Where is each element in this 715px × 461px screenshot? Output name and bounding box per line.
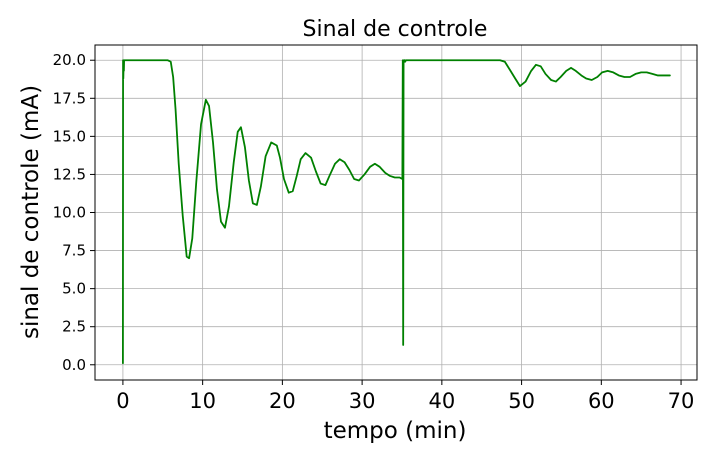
y-tick-label: 7.5 (62, 242, 86, 260)
y-tick-label: 12.5 (53, 165, 86, 183)
x-tick-label: 40 (428, 389, 455, 413)
x-tick-label: 10 (189, 389, 216, 413)
y-tick-label: 2.5 (62, 318, 86, 336)
series-layer (122, 59, 671, 365)
ticks: 0 10 20 30 40 50 60 70 0.0 2.5 5.0 7.5 10.0 12.5 15.0 1… (53, 51, 695, 413)
chart-title: Sinal de controle (303, 17, 488, 42)
y-tick-label: 15.0 (53, 127, 86, 145)
x-axis-label: tempo (min) (324, 418, 467, 444)
x-tick-label: 50 (508, 389, 535, 413)
series-line-0 (122, 59, 671, 365)
y-tick-label: 0.0 (62, 356, 86, 374)
x-tick-label: 20 (269, 389, 296, 413)
x-tick-label: 0 (116, 389, 129, 413)
y-tick-label: 5.0 (62, 280, 86, 298)
y-tick-label: 10.0 (53, 204, 86, 222)
x-tick-label: 60 (588, 389, 615, 413)
y-tick-label: 17.5 (53, 89, 86, 107)
x-tick-label: 70 (668, 389, 695, 413)
x-tick-label: 30 (349, 389, 376, 413)
y-tick-label: 20.0 (53, 51, 86, 69)
grid (95, 45, 697, 380)
y-axis-label: sinal de controle (mA) (18, 85, 44, 339)
